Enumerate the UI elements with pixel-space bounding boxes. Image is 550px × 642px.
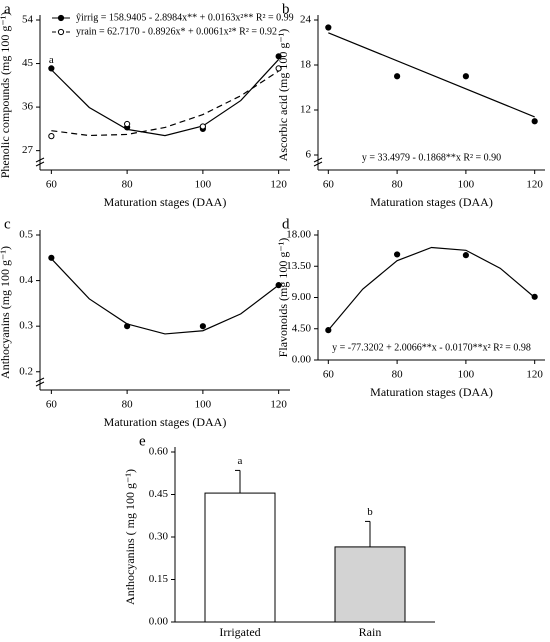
- axis-break: [35, 381, 45, 387]
- x-tick-label: 100: [195, 399, 212, 411]
- y-axis-title: Anthocyanins ( mg 100 g⁻¹): [123, 469, 137, 605]
- y-tick-label: 0.00: [149, 616, 169, 628]
- point: [275, 282, 282, 289]
- legend-marker: [57, 28, 65, 36]
- fit-line: [51, 70, 279, 137]
- equation: y = -77.3202 + 2.0066**x - 0.0170**x² R²…: [332, 342, 531, 353]
- y-tick-label: 54: [22, 14, 34, 26]
- y-tick-label: 0.2: [19, 365, 33, 377]
- bar-letter: a: [238, 455, 243, 467]
- panel-letter: e: [139, 433, 146, 449]
- legend-label: yrain = 62.7170 - 0.8926x* + 0.0061x²* R…: [76, 26, 277, 37]
- axis-break: [313, 157, 323, 163]
- y-axis-title: Ascorbic acid (mg 100 g⁻¹): [276, 29, 290, 162]
- x-axis-title: Maturation stages (DAA): [370, 195, 493, 209]
- y-tick-label: 0.45: [149, 488, 169, 500]
- axis-break: [35, 157, 45, 163]
- point: [462, 252, 469, 259]
- point: [275, 53, 282, 60]
- y-tick-label: 0.15: [149, 573, 169, 585]
- panel-letter: d: [282, 216, 290, 232]
- x-tick-label: 120: [270, 179, 287, 191]
- x-tick-label: 120: [526, 369, 543, 381]
- y-tick-label: 0.5: [19, 229, 33, 241]
- y-tick-label: 4.50: [292, 322, 312, 334]
- x-tick-label: 60: [46, 179, 58, 191]
- panel-letter: c: [4, 216, 11, 232]
- x-axis-title: Maturation stages (DAA): [370, 385, 493, 399]
- legend-marker: [57, 14, 65, 22]
- x-tick-label: 100: [458, 369, 475, 381]
- fit-line: [327, 246, 536, 331]
- y-tick-label: 0.30: [149, 531, 169, 543]
- legend-label: ŷirrig = 158.9405 - 2.8984x** + 0.0163x²…: [76, 12, 294, 23]
- y-axis-title: Phenolic compounds (mg 100 g⁻¹): [0, 12, 12, 179]
- x-tick-label: 100: [195, 179, 212, 191]
- x-tick-label: 80: [392, 369, 404, 381]
- y-axis-title: Flavonoids (mg 100 g⁻¹): [276, 238, 290, 358]
- y-tick-label: 45: [22, 57, 34, 69]
- x-tick-label: 60: [323, 179, 335, 191]
- fit-line: [50, 59, 280, 137]
- bar: [334, 546, 406, 623]
- y-tick-label: 36: [22, 101, 34, 113]
- point: [48, 133, 55, 140]
- x-axis-title: Maturation stages (DAA): [104, 415, 227, 429]
- equation: y = 33.4979 - 0.1868**x R² = 0.90: [362, 152, 501, 163]
- point: [325, 327, 332, 334]
- point: [124, 323, 131, 330]
- point: [199, 323, 206, 330]
- y-tick-label: 18.00: [286, 229, 311, 241]
- bar: [204, 492, 276, 623]
- y-tick-label: 12: [300, 104, 311, 116]
- y-tick-label: 0.3: [19, 320, 33, 332]
- panel-letter: a: [4, 1, 11, 17]
- axis-break: [313, 161, 323, 167]
- point: [325, 24, 332, 31]
- x-tick-label: 120: [270, 399, 287, 411]
- point: [199, 123, 206, 130]
- x-tick-label: 80: [122, 179, 134, 191]
- point: [124, 120, 131, 128]
- x-tick-label: 100: [458, 179, 475, 191]
- point-label: a: [49, 54, 54, 66]
- x-tick-label: 80: [122, 399, 134, 411]
- axis-break: [35, 161, 45, 167]
- point: [462, 73, 469, 80]
- y-tick-label: 9.00: [292, 291, 312, 303]
- x-tick-label: 60: [46, 399, 58, 411]
- point: [531, 293, 538, 300]
- panel-letter: b: [282, 1, 290, 17]
- point: [48, 254, 55, 261]
- y-tick-label: 0.4: [19, 274, 33, 286]
- x-tick-label: 60: [323, 369, 335, 381]
- bar-letter: b: [367, 506, 373, 518]
- y-tick-label: 13.50: [286, 260, 311, 272]
- point: [394, 251, 401, 258]
- x-tick-label: 80: [392, 179, 404, 191]
- y-tick-label: 6: [306, 149, 312, 161]
- y-axis-title: Anthocyanins (mg 100 g⁻¹): [0, 246, 12, 379]
- y-tick-label: 0.60: [149, 446, 169, 458]
- x-axis-title: Maturation stages (DAA): [104, 195, 227, 209]
- y-tick-label: 18: [300, 59, 312, 71]
- fit-line: [50, 258, 279, 335]
- point: [275, 65, 282, 72]
- y-tick-label: 27: [22, 144, 34, 156]
- x-tick-label: 120: [526, 179, 543, 191]
- y-tick-label: 24: [300, 14, 312, 26]
- y-tick-label: 0.00: [292, 354, 312, 366]
- point: [531, 118, 538, 125]
- fit-line: [328, 32, 535, 118]
- x-tick-label: Rain: [359, 625, 382, 639]
- x-tick-label: Irrigated: [219, 625, 260, 639]
- point: [394, 73, 401, 80]
- point: [48, 65, 55, 72]
- axis-break: [35, 377, 45, 383]
